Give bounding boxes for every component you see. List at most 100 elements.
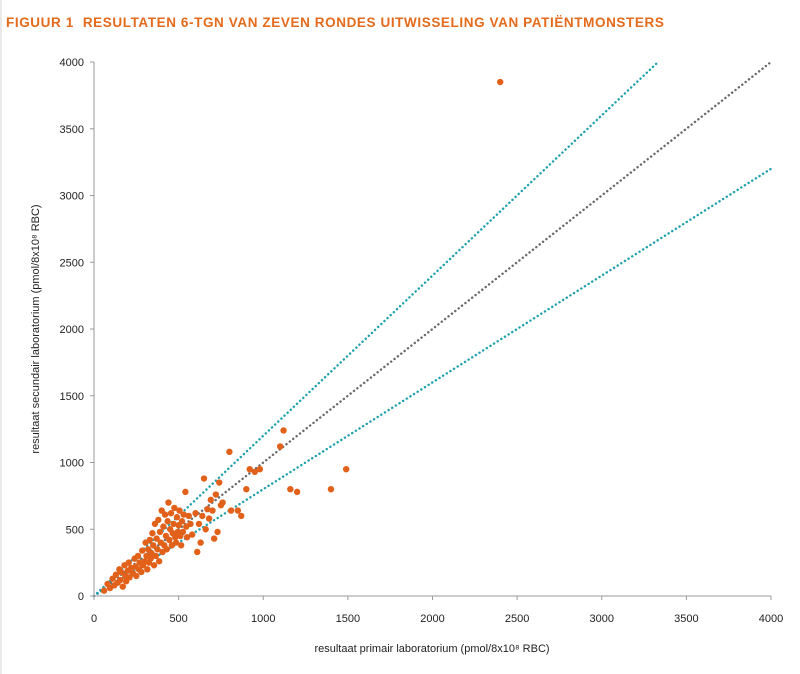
data-point bbox=[173, 514, 181, 521]
y-tick-label: 1000 bbox=[60, 458, 84, 470]
data-point bbox=[117, 576, 124, 584]
x-tick-label: 1000 bbox=[251, 613, 275, 625]
data-point bbox=[171, 504, 178, 512]
data-point bbox=[497, 78, 504, 86]
data-point bbox=[139, 547, 146, 554]
data-point bbox=[134, 552, 142, 560]
x-tick-label: 4000 bbox=[759, 613, 783, 625]
x-tick-label: 3000 bbox=[590, 613, 614, 625]
axes: 0 500 1000 1500 2000 2500 3000 3500 4000 0 500 1000… bbox=[60, 57, 784, 625]
data-point bbox=[164, 518, 171, 525]
data-point bbox=[172, 534, 179, 541]
x-axis-label: resultaat primair laboratorium (pmol/8x1… bbox=[314, 643, 549, 655]
data-point bbox=[204, 506, 211, 513]
data-point bbox=[161, 511, 169, 518]
data-point bbox=[150, 562, 158, 569]
data-point bbox=[342, 465, 350, 473]
data-point bbox=[100, 587, 108, 594]
data-point bbox=[125, 559, 132, 566]
data-point bbox=[276, 443, 284, 450]
data-point bbox=[160, 523, 167, 530]
x-tick-label: 0 bbox=[91, 613, 97, 625]
data-point bbox=[149, 530, 156, 537]
data-point bbox=[188, 531, 196, 538]
data-point bbox=[138, 568, 145, 576]
data-point bbox=[172, 539, 180, 546]
data-point bbox=[146, 536, 154, 544]
x-tick-label: 3500 bbox=[674, 613, 698, 625]
x-tick-label: 2500 bbox=[505, 613, 529, 625]
data-point bbox=[227, 507, 235, 514]
x-tick-label: 2000 bbox=[420, 613, 444, 625]
y-tick-label: 2000 bbox=[60, 324, 84, 336]
data-point bbox=[155, 516, 162, 524]
reference-line-2 bbox=[92, 60, 660, 598]
data-point bbox=[177, 542, 185, 549]
data-point bbox=[112, 571, 120, 578]
data-point bbox=[147, 555, 154, 562]
data-point bbox=[183, 534, 191, 541]
data-point bbox=[156, 528, 164, 536]
data-point bbox=[163, 546, 170, 553]
data-point bbox=[119, 583, 126, 590]
data-point bbox=[287, 486, 294, 493]
data-point bbox=[226, 448, 233, 456]
data-point bbox=[154, 546, 161, 553]
data-point bbox=[179, 528, 187, 536]
data-point bbox=[144, 566, 151, 573]
data-point bbox=[209, 507, 216, 514]
y-tick-label: 3500 bbox=[60, 124, 84, 136]
data-point bbox=[167, 510, 175, 517]
data-point bbox=[185, 512, 192, 520]
data-point bbox=[187, 520, 194, 528]
data-point bbox=[117, 568, 125, 576]
data-point bbox=[219, 499, 226, 506]
data-point bbox=[170, 520, 177, 528]
reference-lines bbox=[92, 60, 773, 598]
data-point bbox=[216, 479, 223, 486]
data-point bbox=[152, 552, 159, 560]
figure-number: FIGUUR 1 bbox=[6, 15, 74, 30]
data-point bbox=[165, 499, 172, 506]
reference-line-1 bbox=[92, 60, 773, 598]
data-point bbox=[207, 496, 214, 504]
data-point bbox=[256, 465, 264, 473]
data-point bbox=[212, 491, 220, 498]
data-point bbox=[192, 510, 199, 517]
data-point bbox=[166, 536, 173, 544]
data-point bbox=[182, 488, 189, 496]
data-point bbox=[246, 465, 253, 473]
y-tick-label: 0 bbox=[78, 591, 84, 603]
y-tick-label: 4000 bbox=[60, 57, 84, 69]
data-point bbox=[178, 518, 186, 525]
data-point bbox=[243, 486, 250, 493]
data-point bbox=[327, 486, 335, 493]
data-point bbox=[155, 558, 163, 565]
data-point bbox=[251, 468, 258, 476]
reference-line-3 bbox=[92, 167, 773, 598]
data-point bbox=[202, 526, 209, 533]
data-point bbox=[197, 539, 204, 546]
figure-title-text: RESULTATEN 6-TGN VAN ZEVEN RONDES UITWIS… bbox=[82, 15, 665, 30]
data-point bbox=[280, 427, 287, 434]
x-tick-label: 1500 bbox=[336, 613, 360, 625]
data-point bbox=[293, 488, 301, 496]
y-tick-label: 1500 bbox=[60, 391, 84, 403]
x-tick-label: 500 bbox=[169, 613, 187, 625]
data-point bbox=[200, 475, 208, 482]
data-point bbox=[238, 512, 245, 520]
data-point bbox=[199, 512, 206, 520]
data-point bbox=[234, 507, 242, 514]
data-point bbox=[205, 515, 213, 522]
data-points bbox=[100, 78, 504, 594]
y-axis-label: resultaat secundair laboratorium (pmol/8… bbox=[30, 204, 42, 453]
data-point bbox=[176, 507, 183, 514]
data-point bbox=[214, 528, 221, 536]
y-tick-label: 3000 bbox=[60, 191, 84, 203]
data-point bbox=[195, 520, 203, 528]
data-point bbox=[150, 542, 157, 549]
data-point bbox=[153, 535, 160, 542]
data-point bbox=[133, 572, 140, 580]
figure-title: FIGUUR 1 RESULTATEN 6-TGN VAN ZEVEN RONDE… bbox=[6, 15, 664, 30]
